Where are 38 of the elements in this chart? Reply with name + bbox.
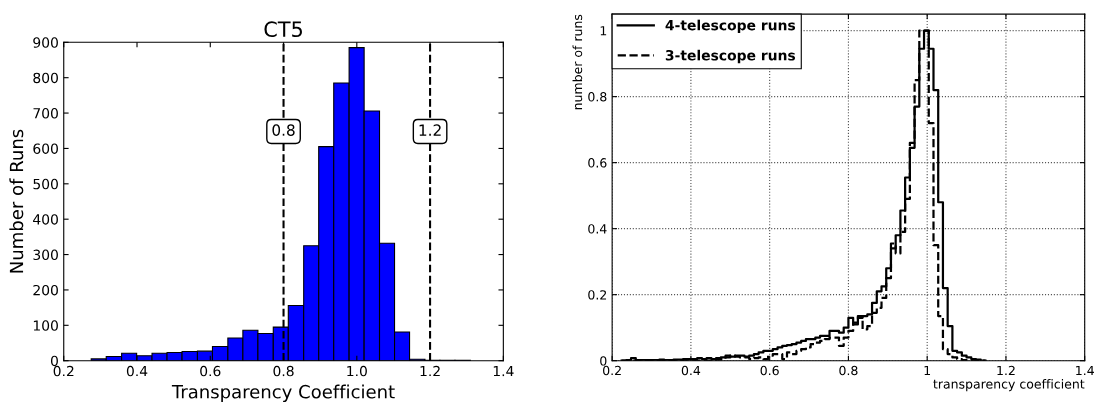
x-tick-label: 1: [924, 365, 931, 376]
y-tick-label: 0.2: [588, 290, 607, 300]
x-tick-label: 1.4: [1076, 365, 1094, 376]
x-tick-label: 1.2: [420, 365, 440, 377]
y-tick-label: 700: [33, 108, 58, 119]
legend-label: 3-telescope runs: [665, 49, 796, 64]
y-tick-label: 1: [600, 26, 607, 36]
x-tick-label: 0.6: [760, 365, 779, 376]
x-tick-label: 1.0: [347, 365, 367, 377]
ref-line-label: 1.2: [419, 124, 441, 136]
x-tick-label: 0.6: [200, 365, 221, 377]
x-tick-label: 0.8: [839, 365, 858, 376]
y-axis-title: Number of Runs: [9, 129, 24, 273]
y-tick-label: 0.4: [588, 224, 607, 234]
ref-line-label: 0.8: [272, 124, 295, 136]
legend-label: 4-telescope runs: [665, 19, 796, 34]
y-tick-label: 500: [33, 178, 58, 190]
y-tick-label: 100: [33, 320, 58, 331]
x-axis-title: transparency coefficient: [933, 379, 1085, 392]
y-tick-label: 200: [33, 284, 58, 296]
y-tick-label: 0.6: [588, 158, 607, 168]
y-tick-label: 400: [33, 214, 58, 225]
y-tick-label: 0.8: [588, 92, 607, 102]
y-tick-label: 0: [50, 355, 58, 367]
x-tick-label: 1.4: [493, 365, 514, 377]
x-tick-label: 0.4: [681, 365, 701, 376]
y-tick-label: 300: [33, 249, 58, 261]
y-tick-label: 600: [33, 143, 58, 154]
x-tick-label: 1.2: [997, 365, 1015, 376]
x-tick-label: 0.2: [53, 365, 74, 377]
x-axis-title: Transparency Coefficient: [171, 384, 395, 403]
y-tick-label: 900: [33, 37, 58, 48]
x-tick-label: 0.8: [273, 365, 294, 377]
y-axis-title: number of runs: [572, 14, 583, 110]
x-tick-label: 0.4: [126, 365, 148, 377]
y-tick-label: 0: [600, 356, 607, 366]
chart-title: CT5: [264, 21, 302, 38]
y-tick-label: 800: [33, 72, 58, 84]
